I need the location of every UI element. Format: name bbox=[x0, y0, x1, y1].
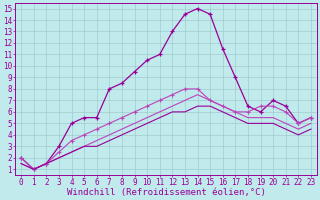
X-axis label: Windchill (Refroidissement éolien,°C): Windchill (Refroidissement éolien,°C) bbox=[67, 188, 266, 197]
